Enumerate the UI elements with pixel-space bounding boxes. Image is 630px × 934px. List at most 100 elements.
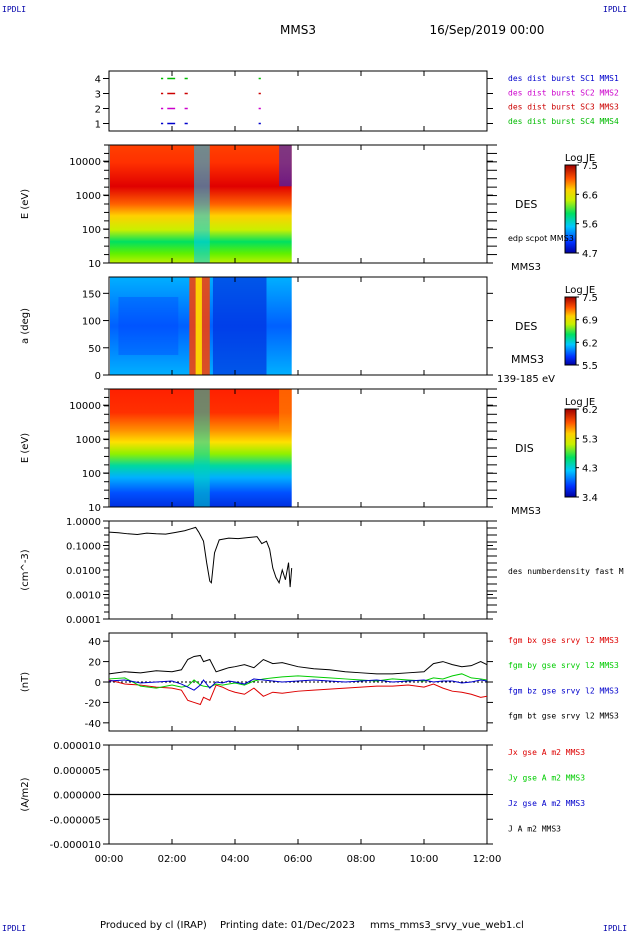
dis-energy-panel-ylabel: E (eV) <box>20 433 31 463</box>
burst-panel-frame <box>108 70 488 132</box>
des-pitch-panel-ytick-label: 150 <box>82 289 101 300</box>
des-pitch-panel-feature <box>195 277 202 375</box>
bfield-panel-ytick-label: -40 <box>85 719 101 730</box>
footer-printing-date: Printing date: 01/Dec/2023 <box>220 920 355 931</box>
des-energy-panel-ytick-label: 10 <box>88 259 101 270</box>
des-energy-panel-side-sub: edp scpot MMS3 <box>508 234 574 243</box>
density-panel-ytick-label: 0.0001 <box>66 615 101 626</box>
burst-panel-ytick-label: 1 <box>95 120 101 131</box>
bfield-panel-series-line <box>108 679 488 706</box>
des-energy-panel-bottom-label: MMS3 <box>511 262 541 273</box>
des-energy-panel-colorbar-title: Log JE <box>565 153 595 164</box>
des-pitch-panel-colorbar-tick-label: 6.9 <box>582 316 598 327</box>
dis-energy-panel-feature <box>194 389 210 507</box>
bfield-panel-legend-entry: fgm bz gse srvy l2 MMS3 <box>508 686 619 695</box>
current-panel-ytick-label: 0.000005 <box>53 766 101 777</box>
xaxis-tick-label: 12:00 <box>473 854 502 865</box>
bfield-panel-ytick-label: -20 <box>85 698 101 709</box>
bfield-panel-ytick-label: 40 <box>88 637 101 648</box>
dis-energy-panel-feature <box>279 389 292 431</box>
des-energy-panel-colorbar-tick-label: 6.6 <box>582 190 598 201</box>
des-energy-panel-ytick-label: 10000 <box>69 157 101 168</box>
xaxis-tick-label: 10:00 <box>410 854 439 865</box>
corner-label-bl: IPDLI <box>2 924 27 933</box>
des-energy-panel-colorbar-tick-label: 4.7 <box>582 249 598 260</box>
burst-panel-legend-entry: des dist burst SC1 MMS1 <box>508 74 619 83</box>
burst-panel-legend-entry: des dist burst SC2 MMS2 <box>508 88 619 97</box>
density-panel-ylabel: (cm^-3) <box>20 549 31 590</box>
current-panel-legend-entry: Jx gse A m2 MMS3 <box>508 748 585 757</box>
des-pitch-panel-ytick-label: 100 <box>82 317 101 328</box>
burst-panel-legend-entry: des dist burst SC4 MMS4 <box>508 117 619 126</box>
des-pitch-panel-colorbar-tick-label: 5.5 <box>582 361 598 372</box>
footer-filename: mms_mms3_srvy_vue_web1.cl <box>370 920 524 931</box>
des-energy-panel-colorbar-tick-label: 5.6 <box>582 220 598 231</box>
des-pitch-panel-colorbar <box>564 296 577 366</box>
dis-energy-panel-ytick-label: 10 <box>88 503 101 514</box>
des-pitch-panel-colorbar-title: Log JE <box>565 285 595 296</box>
bfield-panel-legend-entry: fgm bx gse srvy l2 MMS3 <box>508 636 619 645</box>
des-energy-panel-colorbar <box>564 164 577 254</box>
des-energy-panel-colorbar-tick-label: 7.5 <box>582 161 598 172</box>
xaxis-tick-label: 00:00 <box>95 854 124 865</box>
spacecraft-title: MMS3 <box>280 23 316 37</box>
xaxis-tick-label: 08:00 <box>347 854 376 865</box>
des-energy-panel-feature <box>194 145 210 263</box>
bfield-panel-series-line <box>108 678 488 691</box>
burst-panel-ytick-label: 3 <box>95 90 101 101</box>
dis-energy-panel-colorbar-tick-label: 6.2 <box>582 405 598 416</box>
dis-energy-panel-colorbar-title: Log JE <box>565 397 595 408</box>
des-pitch-panel-colorbar-tick-label: 6.2 <box>582 338 598 349</box>
dis-energy-panel-ytick-label: 100 <box>82 469 101 480</box>
date-title: 16/Sep/2019 00:00 <box>430 23 545 37</box>
density-panel-ytick-label: 1.0000 <box>66 517 101 528</box>
des-pitch-panel-ylabel: a (deg) <box>20 308 31 344</box>
dis-energy-panel-minor-ticks <box>104 388 497 500</box>
des-pitch-panel-feature <box>118 297 179 355</box>
current-panel-ytick-label: 0.000000 <box>53 791 101 802</box>
des-energy-panel-minor-ticks <box>104 144 497 256</box>
current-panel-ytick-label: -0.000010 <box>50 840 101 851</box>
current-panel-legend-entry: Jy gse A m2 MMS3 <box>508 773 585 782</box>
density-panel-frame <box>108 520 488 620</box>
des-pitch-panel-side-sub: MMS3 <box>511 353 544 366</box>
corner-label-tr: IPDLI <box>603 5 628 14</box>
bfield-panel-ylabel: (nT) <box>20 672 31 692</box>
current-panel-ytick-label: 0.000010 <box>53 741 101 752</box>
bfield-panel-ytick-label: 20 <box>88 658 101 669</box>
burst-panel-ytick-label: 2 <box>95 105 101 116</box>
current-panel-ytick-label: -0.000005 <box>50 815 101 826</box>
dis-energy-panel-colorbar <box>564 408 577 498</box>
current-panel-ylabel: (A/m2) <box>20 777 31 811</box>
des-energy-panel-ytick-label: 1000 <box>76 191 101 202</box>
xaxis-tick-label: 04:00 <box>221 854 250 865</box>
footer-produced-by: Produced by cl (IRAP) <box>100 920 207 931</box>
density-panel-series-line <box>108 526 293 588</box>
density-panel-ytick-label: 0.0010 <box>66 591 101 602</box>
bfield-panel-legend-entry: fgm by gse srvy l2 MMS3 <box>508 661 619 670</box>
density-panel-legend-entry: des numberdensity fast M <box>508 567 624 576</box>
bfield-panel-legend-entry: fgm bt gse srvy l2 MMS3 <box>508 711 619 720</box>
des-energy-panel-ytick-label: 100 <box>82 225 101 236</box>
des-energy-panel-side-label: DES <box>515 198 537 211</box>
des-pitch-panel-feature <box>212 277 267 375</box>
dis-energy-panel-bottom-label: MMS3 <box>511 506 541 517</box>
burst-panel-legend-entry: des dist burst SC3 MMS3 <box>508 103 619 112</box>
dis-energy-panel-colorbar-tick-label: 5.3 <box>582 434 598 445</box>
density-panel-minor-ticks <box>104 520 497 613</box>
des-energy-panel-ylabel: E (eV) <box>20 189 31 219</box>
des-pitch-panel-colorbar-tick-label: 7.5 <box>582 293 598 304</box>
density-panel-ytick-label: 0.0100 <box>66 566 101 577</box>
des-pitch-panel-ytick-label: 50 <box>88 344 101 355</box>
burst-panel-ytick-label: 4 <box>95 75 101 86</box>
dis-energy-panel-ytick-label: 1000 <box>76 435 101 446</box>
des-pitch-panel-ytick-label: 0 <box>95 371 101 382</box>
current-panel-legend-entry: Jz gse A m2 MMS3 <box>508 799 585 808</box>
dis-energy-panel-side-label: DIS <box>515 442 534 455</box>
dis-energy-panel-colorbar-tick-label: 3.4 <box>582 493 598 504</box>
des-pitch-panel-bottom-label: 139-185 eV <box>497 374 555 385</box>
dis-energy-panel-colorbar-tick-label: 4.3 <box>582 464 598 475</box>
corner-label-br: IPDLI <box>603 924 628 933</box>
des-pitch-panel-side-label: DES <box>515 320 537 333</box>
